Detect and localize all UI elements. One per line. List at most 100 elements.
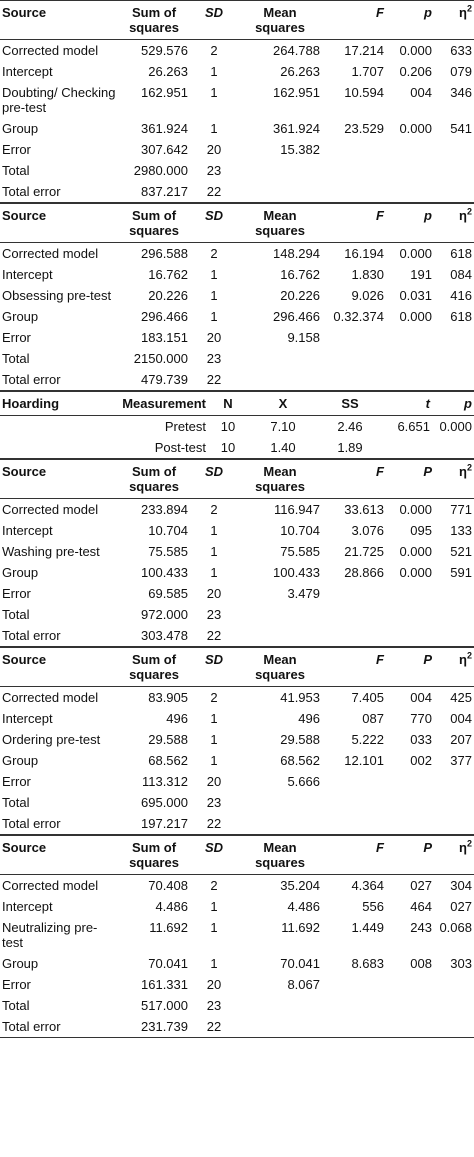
table-cell (386, 348, 434, 369)
table-cell: 377 (450, 753, 472, 768)
table-cell (434, 995, 474, 1016)
table-cell: 23 (206, 607, 222, 622)
table-cell: 23 (206, 795, 222, 810)
table-cell: 1 (210, 309, 218, 324)
table-cell (322, 348, 386, 369)
table-cell: 23 (206, 351, 222, 366)
row-label: Corrected model (2, 502, 99, 517)
table-cell: 2 (210, 878, 218, 893)
table-cell: 22 (206, 1019, 222, 1034)
table-row: Group 68.562 1 68.562 12.101 002 377 (0, 750, 474, 771)
row-label: Total error (2, 184, 61, 199)
table-cell: 5.222 (351, 732, 384, 747)
table-cell: 3.479 (287, 586, 320, 601)
column-header: Source (2, 5, 47, 20)
table-cell: 26.263 (280, 64, 320, 79)
table-cell: 29.588 (148, 732, 188, 747)
table-cell: 70.041 (280, 956, 320, 971)
row-label: Washing pre-test (2, 544, 100, 559)
column-header: SD (204, 464, 224, 479)
column-header: Sum of squares (129, 464, 179, 494)
table-cell: 17.214 (344, 43, 384, 58)
column-header: P (423, 840, 432, 855)
table-cell: 1.89 (337, 440, 363, 455)
table-cell: 162.951 (141, 85, 188, 100)
table-cell: 529.576 (141, 43, 188, 58)
table-cell (386, 160, 434, 181)
table-cell: 3.076 (351, 523, 384, 538)
table-cell: 296.588 (141, 246, 188, 261)
table-cell (386, 583, 434, 604)
table-cell: 35.204 (280, 878, 320, 893)
table-cell (238, 813, 322, 835)
table-cell (238, 604, 322, 625)
table-cell: 2 (210, 502, 218, 517)
table-cell (434, 604, 474, 625)
table-cell: 0.32.374 (333, 309, 384, 324)
table-cell: 1 (210, 523, 218, 538)
table-cell: 591 (450, 565, 472, 580)
table-cell: 0.000 (399, 121, 432, 136)
table-cell: 361.924 (273, 121, 320, 136)
table-cell: 837.217 (141, 184, 188, 199)
table-cell: 133 (450, 523, 472, 538)
table-row: Intercept 496 1 496 087 770 004 (0, 708, 474, 729)
table-cell: 148.294 (273, 246, 320, 261)
table-cell: 4.486 (287, 899, 320, 914)
column-header: SD (204, 5, 224, 20)
table-cell: 0.000 (399, 544, 432, 559)
table-cell: 11.692 (281, 920, 320, 935)
table-cell: 1 (210, 956, 218, 971)
table-cell (434, 327, 474, 348)
table-cell (386, 604, 434, 625)
table-cell (322, 160, 386, 181)
table-row: Obsessing pre-test 20.226 1 20.226 9.026 0.03… (0, 285, 474, 306)
table-cell: 2 (210, 246, 218, 261)
column-header: SD (204, 652, 224, 667)
table-cell: 207 (450, 732, 472, 747)
table-row: Group 361.924 1 361.924 23.529 0.000 541 (0, 118, 474, 139)
table-cell: 23 (206, 998, 222, 1013)
table-cell: 1 (210, 732, 218, 747)
table-cell: 22 (206, 372, 222, 387)
table-cell: 0.031 (399, 288, 432, 303)
table-cell (238, 369, 322, 391)
table-cell (238, 1016, 322, 1038)
row-label: Corrected model (2, 878, 99, 893)
table-cell: 233.894 (141, 502, 188, 517)
table-row: Total error 479.739 22 (0, 369, 474, 391)
column-header: Mean squares (255, 464, 305, 494)
row-label: Intercept (2, 267, 53, 282)
table-cell: 23.529 (344, 121, 384, 136)
table-cell: 83.905 (148, 690, 188, 705)
table-cell: 1 (210, 711, 218, 726)
table-row: Intercept 4.486 1 4.486 556 464 027 (0, 896, 474, 917)
column-header: Mean squares (255, 208, 305, 238)
table-row: Error 183.151 20 9.158 (0, 327, 474, 348)
row-label: Neutralizing pre-test (2, 920, 98, 950)
row-label: Total error (2, 816, 61, 831)
column-header: t (425, 396, 430, 411)
table-cell: 16.762 (148, 267, 188, 282)
table-cell: 5.666 (287, 774, 320, 789)
table-cell (434, 813, 474, 835)
table-row: Doubting/ Checking pre-test 162.951 1 162.9… (0, 82, 474, 118)
table-cell (434, 1016, 474, 1038)
column-header: F (376, 5, 384, 20)
table-cell: 033 (410, 732, 432, 747)
column-header: η2 (459, 650, 472, 667)
table-cell: 307.642 (141, 142, 188, 157)
table-row: Error 113.312 20 5.666 (0, 771, 474, 792)
column-header: p (424, 208, 432, 223)
table-cell (386, 1016, 434, 1038)
row-label: Corrected model (2, 43, 99, 58)
column-header: Source (2, 840, 47, 855)
column-header: Sum of squares (129, 652, 179, 682)
table-cell (386, 974, 434, 995)
column-header: η2 (459, 206, 472, 223)
table-cell: 361.924 (141, 121, 188, 136)
table-cell (238, 995, 322, 1016)
table-cell (322, 1016, 386, 1038)
